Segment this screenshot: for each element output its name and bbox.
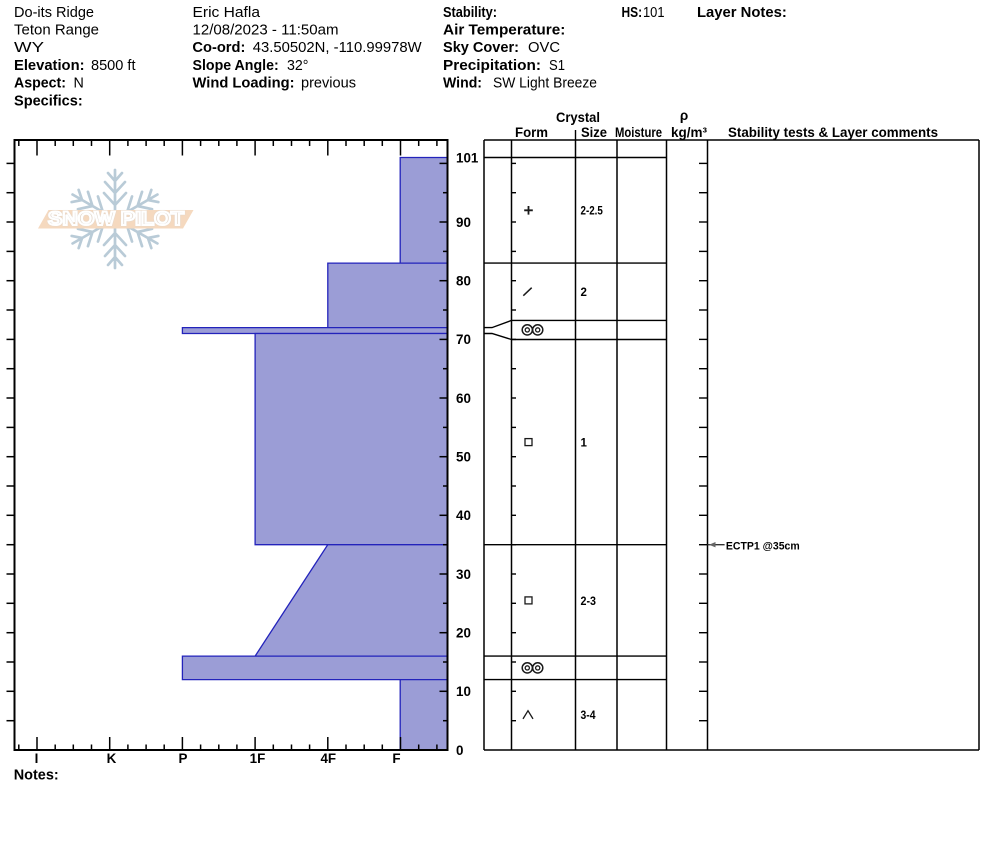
svg-text:32°: 32° xyxy=(287,58,309,74)
svg-text:2-3: 2-3 xyxy=(581,596,597,608)
svg-text:SW Light Breeze: SW Light Breeze xyxy=(493,76,597,92)
svg-text:SNOW PILOT: SNOW PILOT xyxy=(48,208,184,230)
svg-text:Form: Form xyxy=(515,125,548,140)
svg-text:Moisture: Moisture xyxy=(615,125,662,140)
svg-text:Precipitation:: Precipitation: xyxy=(443,58,541,74)
svg-text:101: 101 xyxy=(643,5,665,21)
svg-text:Size: Size xyxy=(581,125,607,140)
svg-text:previous: previous xyxy=(301,76,356,92)
svg-text:Layer Notes:: Layer Notes: xyxy=(697,5,787,21)
svg-text:12/08/2023 - 11:50am: 12/08/2023 - 11:50am xyxy=(193,23,339,39)
svg-text:S1: S1 xyxy=(549,58,565,74)
svg-text:60: 60 xyxy=(456,391,471,406)
svg-text:70: 70 xyxy=(456,332,471,347)
svg-text:kg/m³: kg/m³ xyxy=(671,125,707,140)
svg-text:0: 0 xyxy=(456,743,463,758)
svg-text:WY: WY xyxy=(14,40,45,56)
svg-text:P: P xyxy=(179,751,188,766)
svg-text:I: I xyxy=(35,751,39,766)
svg-text:Co-ord:: Co-ord: xyxy=(192,40,245,56)
svg-text:90: 90 xyxy=(456,215,471,230)
svg-text:Air Temperature:: Air Temperature: xyxy=(443,23,565,39)
svg-text:ρ: ρ xyxy=(680,108,688,123)
svg-text:K: K xyxy=(107,751,117,766)
svg-text:43.50502N, -110.99978W: 43.50502N, -110.99978W xyxy=(253,40,422,56)
svg-text:F: F xyxy=(392,751,400,766)
svg-text:ECTP1 @35cm: ECTP1 @35cm xyxy=(726,540,800,552)
svg-text:Stability:: Stability: xyxy=(443,5,497,21)
svg-text:Sky Cover:: Sky Cover: xyxy=(443,40,519,56)
svg-text:Eric Hafla: Eric Hafla xyxy=(193,5,261,21)
svg-text:Elevation:: Elevation: xyxy=(14,58,85,74)
svg-text:30: 30 xyxy=(456,567,471,582)
svg-text:50: 50 xyxy=(456,450,471,465)
svg-text:N: N xyxy=(74,76,84,92)
svg-text:Wind Loading:: Wind Loading: xyxy=(193,76,295,92)
svg-text:10: 10 xyxy=(456,684,471,699)
svg-text:Teton Range: Teton Range xyxy=(14,23,99,39)
svg-text:2-2.5: 2-2.5 xyxy=(581,206,604,218)
svg-text:Wind:: Wind: xyxy=(443,76,482,92)
svg-text:1: 1 xyxy=(581,437,588,449)
svg-text:80: 80 xyxy=(456,274,471,289)
svg-text:8500 ft: 8500 ft xyxy=(91,58,136,74)
svg-text:Stability tests & Layer commen: Stability tests & Layer comments xyxy=(728,125,938,140)
svg-text:2: 2 xyxy=(581,287,587,299)
svg-text:1F: 1F xyxy=(250,751,266,766)
svg-text:4F: 4F xyxy=(320,751,336,766)
svg-text:101: 101 xyxy=(456,150,479,165)
svg-text:HS:: HS: xyxy=(622,5,643,21)
svg-text:Crystal: Crystal xyxy=(556,110,600,125)
svg-text:Do-its Ridge: Do-its Ridge xyxy=(14,5,94,21)
svg-text:Slope Angle:: Slope Angle: xyxy=(193,58,279,74)
svg-text:OVC: OVC xyxy=(528,40,560,56)
svg-text:Specifics:: Specifics: xyxy=(14,93,83,109)
svg-text:40: 40 xyxy=(456,508,471,523)
svg-text:20: 20 xyxy=(456,626,471,641)
svg-text:Notes:: Notes: xyxy=(14,767,59,783)
svg-text:3-4: 3-4 xyxy=(581,710,597,722)
svg-text:Aspect:: Aspect: xyxy=(14,76,66,92)
